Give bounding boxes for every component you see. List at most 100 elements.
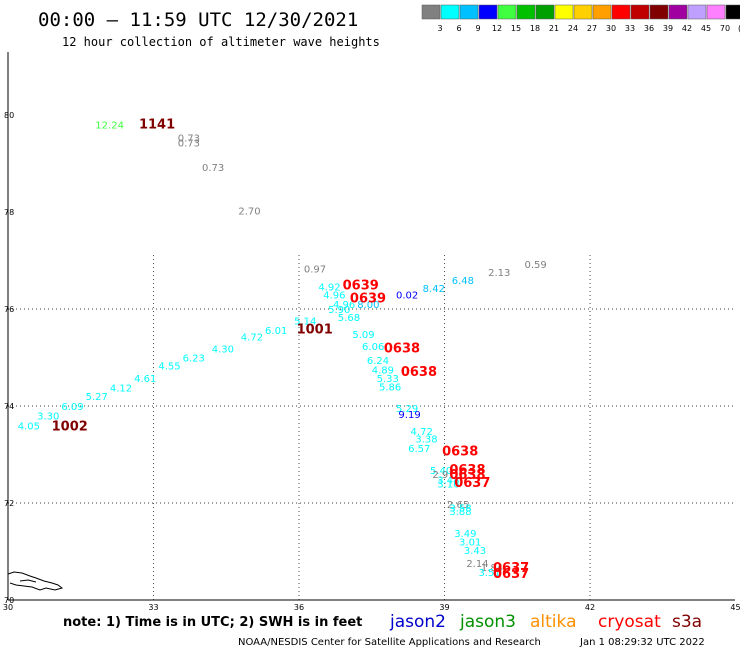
lat-axis-label: 76 — [4, 305, 14, 314]
pass-time-labels: 1141063906391001063806381002063806380638… — [52, 118, 530, 583]
lat-axis-label: 74 — [4, 402, 14, 411]
footer-credit: NOAA/NESDIS Center for Satellite Applica… — [238, 637, 541, 648]
legend-swatch — [649, 4, 669, 20]
pass-time-label: 0638 — [449, 468, 485, 483]
swh-value: 4.12 — [110, 383, 132, 394]
lat-lon-grid — [8, 255, 735, 600]
swh-value: 12.24 — [95, 121, 124, 132]
satellite-altika: altika — [530, 612, 577, 632]
legend-tick-label: 24 — [568, 24, 578, 33]
legend-tick-label: 18 — [530, 24, 540, 33]
legend-tick-label: (ft) — [738, 24, 740, 33]
satellite-jason3: jason3 — [459, 612, 516, 632]
legend-swatch — [592, 4, 612, 20]
satellite-cryosat: cryosat — [598, 612, 661, 632]
lon-axis-label: 42 — [585, 603, 595, 612]
swh-value: 5.27 — [86, 392, 108, 403]
map-frame — [7, 52, 735, 601]
swh-value: 5.14 — [294, 317, 316, 328]
swh-value: 3.48 — [437, 476, 459, 487]
swh-value: 1.84 — [481, 563, 503, 574]
legend-tick-label: 45 — [701, 24, 711, 33]
legend-swatch — [687, 4, 707, 20]
swh-value: 2.70 — [238, 206, 260, 217]
swh-value: 0.73 — [178, 134, 200, 145]
legend-swatch — [516, 4, 536, 20]
pass-time-label: 0637 — [454, 476, 490, 491]
satellite-s3a: s3a — [672, 612, 702, 632]
legend-swatch — [706, 4, 726, 20]
pass-time-label: 0638 — [401, 365, 437, 380]
swh-value: 6.06 — [362, 342, 384, 353]
swh-value: 3.38 — [415, 434, 437, 445]
swh-value: 2.13 — [488, 268, 510, 279]
swh-value: 2.14 — [466, 559, 488, 570]
footer-timestamp: Jan 1 08:29:32 UTC 2022 — [579, 637, 705, 648]
wave-height-observations: 12.240.730.730.732.700.97 2.130.596.488.4… — [18, 121, 547, 579]
legend-tick-label: 39 — [663, 24, 673, 33]
legend-swatch — [421, 4, 441, 20]
pass-time-label: 1001 — [297, 322, 333, 337]
lat-axis-label: 72 — [4, 499, 14, 508]
pass-time-label: 0639 — [350, 292, 386, 307]
swh-value: 5.33 — [377, 374, 399, 385]
swh-value: 3.88 — [449, 507, 471, 518]
map-subtitle: 12 hour collection of altimeter wave hei… — [62, 35, 380, 49]
lon-axis-label: 39 — [439, 603, 449, 612]
pass-time-label: 0638 — [449, 463, 485, 478]
swh-value: 4.30 — [212, 345, 234, 356]
legend-tick-label: 15 — [511, 24, 521, 33]
swh-value: 8.00 — [357, 300, 379, 311]
lat-axis-label: 80 — [4, 111, 14, 120]
pass-time-label: 1141 — [139, 118, 175, 133]
legend-tick-label: 9 — [475, 24, 480, 33]
swh-value: 6.01 — [265, 326, 287, 337]
legend-swatch — [535, 4, 555, 20]
swh-value: 6.23 — [183, 353, 205, 364]
swh-value: 0.59 — [525, 260, 547, 271]
pass-time-label: 0638 — [384, 342, 420, 357]
legend-swatch — [668, 4, 688, 20]
swh-value: 2.91 — [432, 470, 454, 481]
legend-swatch — [554, 4, 574, 20]
legend-tick-label: 30 — [606, 24, 616, 33]
swh-value: 5.86 — [379, 382, 401, 393]
swh-value: 0.02 — [396, 290, 418, 301]
swh-value: 0.73 — [202, 163, 224, 174]
swh-value: 5.29 — [396, 404, 418, 415]
lat-axis-label: 78 — [4, 208, 14, 217]
swh-value: 3.30 — [37, 412, 59, 423]
satellite-jason2: jason2 — [389, 612, 446, 632]
swh-value: 6.09 — [61, 402, 83, 413]
legend-swatch — [459, 4, 479, 20]
legend-swatch — [630, 4, 650, 20]
swh-value: 9.19 — [398, 410, 420, 421]
legend-swatch — [611, 4, 631, 20]
swh-value: 4.61 — [134, 374, 156, 385]
swh-value: 6.48 — [452, 276, 474, 287]
swh-value: 4.96 — [323, 290, 345, 301]
swh-value: 4.72 — [241, 333, 263, 344]
lat-axis-label: 70 — [4, 596, 14, 605]
pass-time-label: 1002 — [52, 419, 88, 434]
swh-value: 3.58 — [449, 504, 471, 515]
swh-value: 4.92 — [318, 283, 340, 294]
swh-value: 4.05 — [18, 421, 40, 432]
swh-value: 6.57 — [408, 444, 430, 455]
swh-value: 3.01 — [459, 538, 481, 549]
legend-swatch — [573, 4, 593, 20]
footer-note: note: 1) Time is in UTC; 2) SWH is in fe… — [63, 615, 362, 630]
lon-axis-label: 36 — [294, 603, 304, 612]
axis-labels: 30 33 36 39 42 45 80 78 76 74 72 70 — [3, 111, 740, 612]
legend-tick-label: 27 — [587, 24, 597, 33]
pass-time-label: 0637 — [493, 561, 529, 576]
legend-tick-label: 3 — [437, 24, 442, 33]
lon-axis-label: 45 — [730, 603, 740, 612]
legend-tick-label: 42 — [682, 24, 692, 33]
swh-value: 0.73 — [178, 139, 200, 150]
swh-value: 4.72 — [411, 427, 433, 438]
legend-tick-label: 70 — [720, 24, 730, 33]
swh-value: 3.51 — [478, 568, 500, 579]
